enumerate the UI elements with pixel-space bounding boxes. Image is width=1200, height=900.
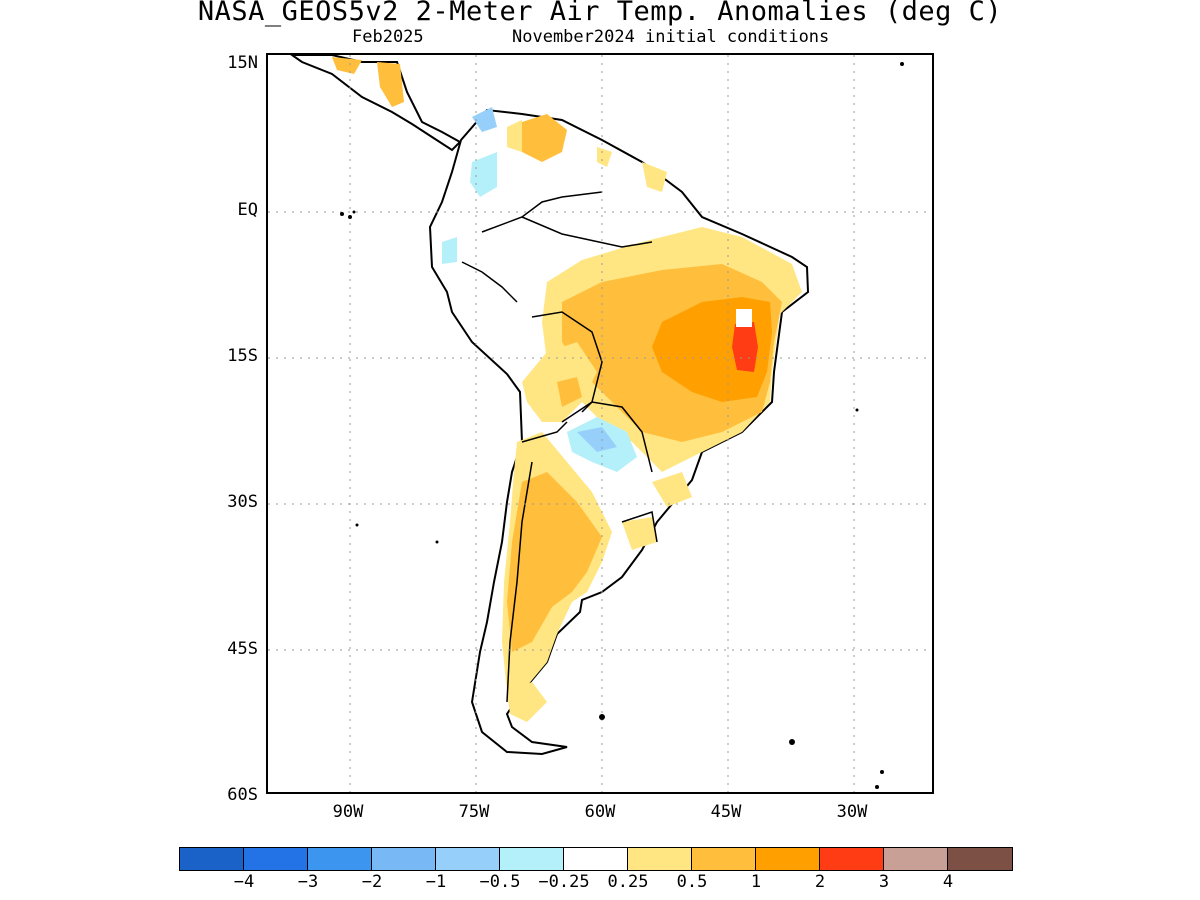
color-bar-label: 1 <box>750 872 762 892</box>
color-bar-box <box>692 848 756 870</box>
lat-label-60s: 60S <box>227 785 258 805</box>
country-borders <box>461 191 658 703</box>
color-bar-box <box>884 848 948 870</box>
lon-label-45w: 45W <box>710 802 742 822</box>
color-bar-box <box>436 848 500 870</box>
color-bar-box <box>500 848 564 870</box>
color-bar-label: 0.25 <box>607 872 649 892</box>
initial-conditions: November2024 initial conditions <box>512 27 830 47</box>
lat-label-15s: 15S <box>227 346 258 366</box>
color-bar-label: −2 <box>361 872 383 892</box>
color-bar-label: −1 <box>425 872 447 892</box>
color-bar-label: −0.25 <box>538 872 590 892</box>
map-canvas <box>268 55 932 792</box>
color-bar-box <box>628 848 692 870</box>
color-bar-label: −4 <box>233 872 255 892</box>
lat-label-30s: 30S <box>227 492 258 512</box>
color-bar-label: −0.5 <box>479 872 521 892</box>
color-bar-label: −3 <box>297 872 319 892</box>
lon-label-60w: 60W <box>584 802 616 822</box>
color-bar-box <box>820 848 884 870</box>
color-bar-box <box>244 848 308 870</box>
color-bar <box>179 847 1013 871</box>
color-bar-box <box>180 848 244 870</box>
lat-label-15n: 15N <box>227 53 258 73</box>
color-bar-label: 2 <box>814 872 826 892</box>
color-bar-box <box>756 848 820 870</box>
color-bar-label: 0.5 <box>676 872 708 892</box>
anomaly-shading <box>332 57 802 722</box>
lat-label-45s: 45S <box>227 639 258 659</box>
chart-title: NASA_GEOS5v2 2-Meter Air Temp. Anomalies… <box>197 0 1003 27</box>
color-bar-box <box>372 848 436 870</box>
forecast-month: Feb2025 <box>352 27 424 47</box>
lon-label-90w: 90W <box>332 802 364 822</box>
color-bar-label: 4 <box>942 872 954 892</box>
lat-label-eq: EQ <box>237 200 258 220</box>
color-bar-box <box>308 848 372 870</box>
grid-lines <box>268 55 932 792</box>
anomaly-map <box>266 53 934 794</box>
central-america-land <box>290 55 462 152</box>
color-bar-box <box>564 848 628 870</box>
color-bar-box <box>948 848 1012 870</box>
lon-label-30w: 30W <box>836 802 868 822</box>
color-bar-label: 3 <box>878 872 890 892</box>
islands <box>340 62 904 789</box>
lon-label-75w: 75W <box>458 802 490 822</box>
